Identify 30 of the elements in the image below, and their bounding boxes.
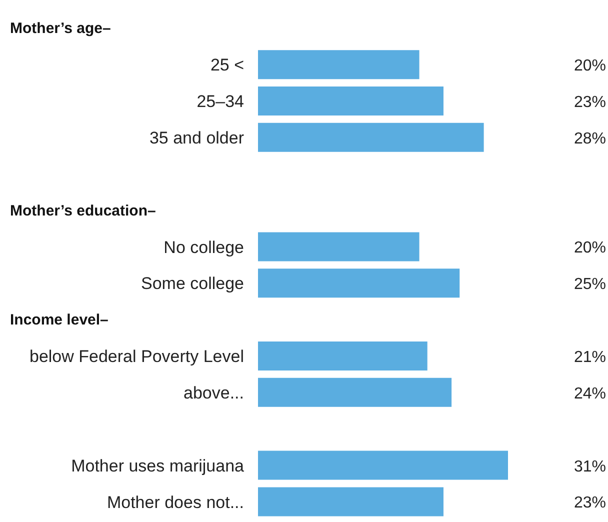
bar xyxy=(258,342,428,370)
bar xyxy=(258,232,420,262)
data-label: 28% xyxy=(574,130,606,148)
bar xyxy=(258,268,460,298)
data-label: 23% xyxy=(574,494,606,512)
y-tick-label: 35 and older xyxy=(149,128,244,148)
data-label: 20% xyxy=(574,240,606,257)
y-tick-label: No college xyxy=(164,238,244,257)
data-label: 20% xyxy=(574,58,606,75)
y-tick-label: below Federal Poverty Level xyxy=(29,347,244,366)
bar xyxy=(258,378,452,407)
bar xyxy=(258,450,508,480)
data-label: 23% xyxy=(574,94,606,111)
bar xyxy=(258,86,444,116)
y-tick-label: Some college xyxy=(140,274,244,294)
data-label: 24% xyxy=(574,385,606,402)
text: Income level– xyxy=(10,312,108,329)
text: Mother’s age– xyxy=(10,20,111,38)
data-label: 25% xyxy=(574,276,606,294)
data-label: 21% xyxy=(574,349,606,366)
data-label: 31% xyxy=(574,458,606,476)
bar xyxy=(258,122,484,152)
y-tick-label: 25–34 xyxy=(196,92,244,112)
bar xyxy=(258,50,420,80)
y-tick-label: Mother uses marijuana xyxy=(71,456,245,476)
y-tick-label: Mother does not... xyxy=(106,492,244,512)
y-tick-label: 25 < xyxy=(210,56,244,75)
bar xyxy=(258,487,444,516)
y-tick-label: above... xyxy=(184,384,244,402)
text: Mother’s education– xyxy=(10,202,156,220)
